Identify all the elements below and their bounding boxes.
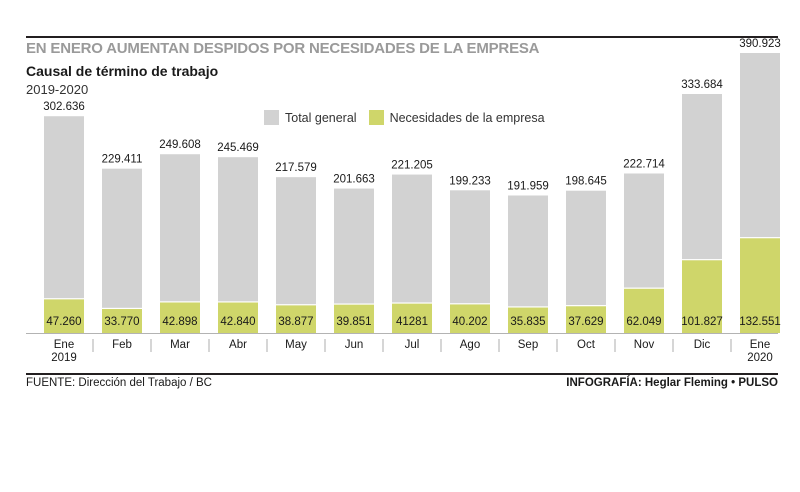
x-tick-label: Feb [112,339,132,351]
data-label-necesidades: 39.851 [336,316,371,328]
x-tick-label: Sep [518,339,538,351]
segment-separator [44,298,84,300]
segment-separator [392,302,432,304]
x-tick-label: Jun [345,339,364,351]
data-label-necesidades: 33.770 [104,316,139,328]
x-tick-label: Abr [229,339,247,351]
data-label-total: 245.469 [217,142,259,154]
data-label-necesidades: 132.551 [739,316,781,328]
bar-necesidades [450,304,490,333]
segment-separator [624,287,664,289]
legend-label-necesidades: Necesidades de la empresa [389,110,545,125]
x-tick-label: May [285,339,307,351]
x-tick-label: Jul [405,339,420,351]
x-tick-label: Ago [460,339,480,351]
segment-separator [102,307,142,310]
segment-separator [682,259,722,261]
bar-necesidades [392,303,432,333]
bar-total [102,168,142,333]
x-tick-label: Nov [634,339,655,351]
bar-necesidades [44,299,84,333]
segment-separator [566,305,606,307]
data-label-total: 333.684 [681,79,723,91]
credit-line: INFOGRAFÍA: Heglar Fleming • PULSO [566,377,778,389]
data-label-total: 191.959 [507,181,549,193]
segment-separator [334,303,374,305]
top-rule [26,36,778,38]
credit-prefix: INFOGRAFÍA: Heglar Fleming • [566,377,736,389]
segment-separator [160,301,200,303]
legend-label-total: Total general [285,110,357,125]
segment-separator [276,304,316,306]
bar-necesidades [334,304,374,333]
bar-necesidades [508,307,548,333]
bar-necesidades [102,308,142,333]
x-tick-label: Oct [577,339,596,351]
data-label-necesidades: 37.629 [568,316,603,328]
x-tick-label: Mar [170,339,190,351]
data-label-total: 199.233 [449,175,491,187]
segment-separator [218,301,258,303]
legend: Total general Necesidades de la empresa [264,110,557,125]
x-tick-label: Ene [750,339,770,351]
data-label-total: 229.411 [102,154,143,166]
data-label-necesidades: 62.049 [626,316,661,328]
headline: EN ENERO AUMENTAN DESPIDOS POR NECESIDAD… [26,40,540,57]
bar-total [44,116,84,334]
source-note: FUENTE: Dirección del Trabajo / BC [26,377,212,389]
bar-necesidades [624,288,664,333]
legend-item-total: Total general [264,110,357,125]
data-label-necesidades: 40.202 [452,316,487,328]
bar-necesidades [566,306,606,333]
data-label-total: 390.923 [739,38,781,50]
x-tick-label: Dic [694,339,711,351]
chart-subtitle: Causal de término de trabajo [26,63,219,79]
data-label-total: 201.663 [333,174,375,186]
data-label-total: 221.205 [391,160,433,172]
data-label-necesidades: 101.827 [681,316,723,328]
bar-necesidades [740,238,780,333]
data-label-necesidades: 42.840 [220,316,255,328]
credit-brand: PULSO [738,377,778,389]
data-label-total: 249.608 [159,139,201,151]
data-label-necesidades: 41281 [396,316,428,328]
data-label-necesidades: 35.835 [510,316,545,328]
data-label-necesidades: 47.260 [46,316,81,328]
data-label-total: 222.714 [623,158,665,170]
data-label-necesidades: 38.877 [278,316,313,328]
data-label-total: 217.579 [275,162,317,174]
x-tick-label-year: 2020 [747,352,773,364]
bar-necesidades [218,302,258,333]
bottom-rule [26,373,778,375]
segment-separator [508,306,548,308]
legend-swatch-necesidades [368,110,384,125]
data-label-necesidades: 42.898 [162,316,197,328]
bar-necesidades [160,302,200,333]
x-tick-label: Ene [54,339,74,351]
x-tick-label-year: 2019 [51,352,77,364]
segment-separator [450,303,490,305]
bar-necesidades [276,305,316,333]
data-label-total: 302.636 [43,101,85,113]
period-label: 2019-2020 [26,82,89,97]
data-label-total: 198.645 [565,176,607,188]
legend-item-necesidades: Necesidades de la empresa [368,110,545,125]
bar-necesidades [682,260,722,333]
legend-swatch-total [264,110,279,125]
bar-chart: 302.63647.260Ene2019229.41133.770Feb249.… [26,38,781,364]
segment-separator [740,237,780,239]
